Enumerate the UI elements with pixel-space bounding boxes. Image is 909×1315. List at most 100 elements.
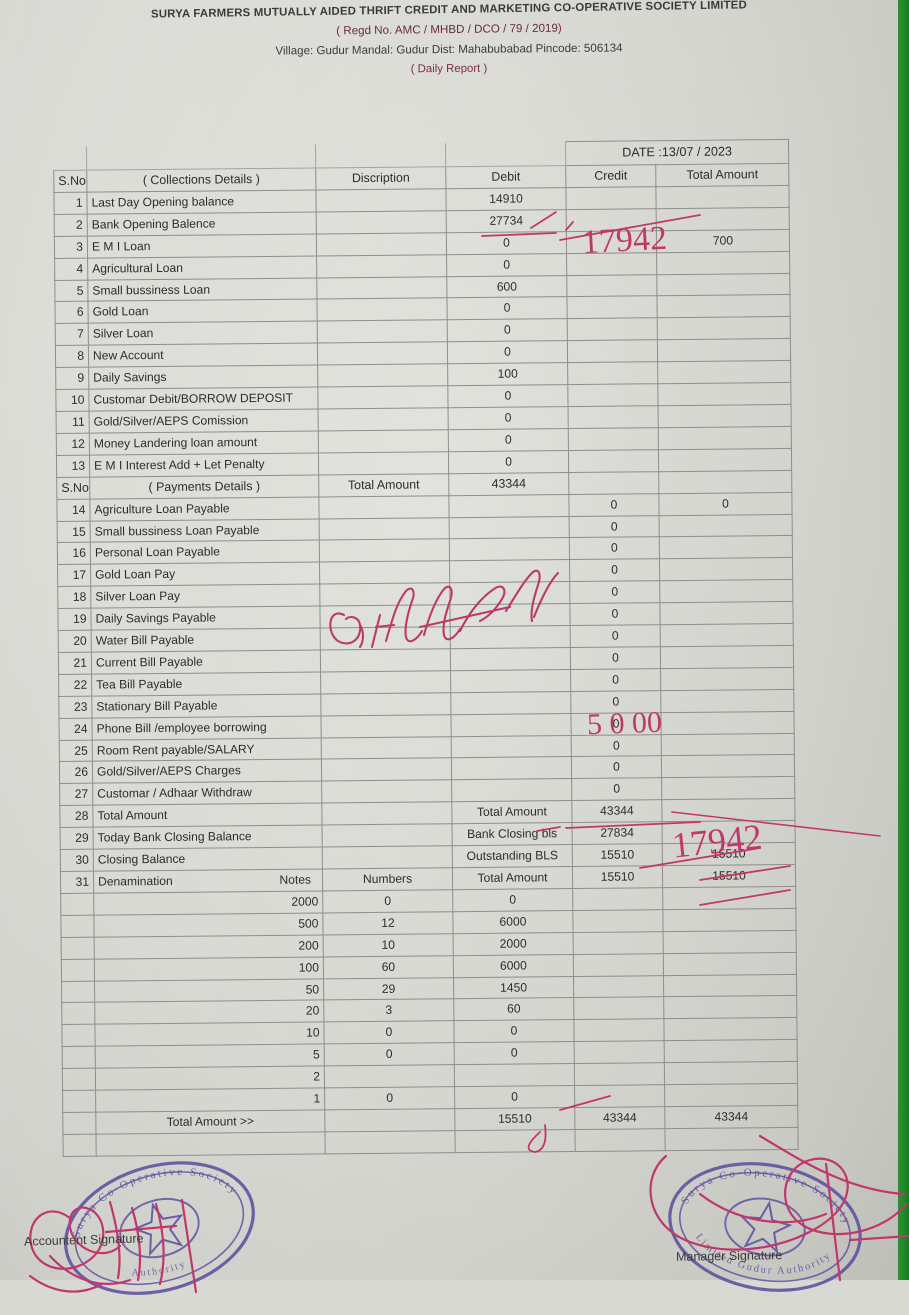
row-debit: 0 bbox=[447, 340, 568, 364]
row-total bbox=[657, 338, 791, 362]
row-sno: 9 bbox=[55, 367, 89, 390]
grand-total-amount: 15510 bbox=[454, 1107, 575, 1131]
grand-total-discription bbox=[324, 1108, 455, 1132]
row-label: Closing Balance bbox=[93, 847, 323, 872]
row-label: Daily Savings Payable bbox=[90, 606, 321, 631]
row-discription bbox=[316, 232, 447, 256]
closing-spacer-6 bbox=[664, 1127, 799, 1151]
denamination-row-spacer-sno bbox=[61, 1002, 95, 1025]
row-discription bbox=[320, 714, 452, 738]
denamination-sno: 31 bbox=[60, 871, 94, 894]
denamination-note-value: 50 bbox=[94, 978, 324, 1003]
row-label: Agriculture Loan Payable bbox=[89, 496, 320, 521]
row-debit bbox=[450, 691, 571, 715]
row-total bbox=[659, 557, 793, 581]
manager-signature-label: Manager Signature bbox=[675, 1248, 783, 1264]
denamination-note-value: 200 bbox=[94, 934, 324, 959]
row-credit bbox=[568, 427, 659, 451]
row-debit-label: Total Amount bbox=[451, 800, 573, 824]
row-discription bbox=[315, 188, 447, 212]
row-credit bbox=[568, 405, 659, 429]
denamination-note-count: 60 bbox=[323, 955, 454, 979]
row-credit: 0 bbox=[569, 515, 660, 538]
row-credit: 0 bbox=[571, 756, 662, 779]
row-discription bbox=[316, 210, 447, 234]
denamination-note-count: 12 bbox=[322, 911, 454, 935]
row-sno: 10 bbox=[55, 389, 90, 412]
row-discription bbox=[316, 276, 447, 300]
daily-report-table-wrap: DATE :13/07 / 2023 S.No ( Collections Deta… bbox=[53, 139, 799, 1157]
row-label: Gold Loan Pay bbox=[90, 562, 320, 587]
denamination-row-spacer-sno bbox=[60, 893, 94, 916]
payments-header-sno: S.No bbox=[56, 476, 90, 500]
denamination-label-cell: Denamination Notes bbox=[93, 868, 323, 894]
denamination-row-total bbox=[663, 995, 797, 1020]
row-label: E M I Loan bbox=[87, 233, 317, 258]
date-row-spacer-debit bbox=[445, 141, 566, 167]
row-credit bbox=[567, 318, 658, 341]
column-header-collections-details: ( Collections Details ) bbox=[86, 167, 316, 193]
denamination-note-count bbox=[324, 1064, 455, 1088]
denamination-row-spacer-sno bbox=[60, 914, 95, 938]
closing-spacer-2 bbox=[95, 1131, 326, 1156]
denamination-note-amount: 6000 bbox=[453, 954, 574, 978]
grand-total-label: Total Amount >> bbox=[95, 1109, 325, 1135]
row-discription bbox=[320, 626, 451, 650]
row-total bbox=[658, 448, 792, 472]
denamination-row-spacer-sno bbox=[61, 958, 95, 981]
column-header-discription: Discription bbox=[315, 166, 446, 190]
report-date: DATE :13/07 / 2023 bbox=[565, 139, 789, 166]
row-label: Gold/Silver/AEPS Comission bbox=[89, 408, 319, 434]
row-label: Customar Debit/BORROW DEPOSIT bbox=[88, 387, 319, 412]
denamination-note-amount: 60 bbox=[453, 997, 574, 1022]
row-credit bbox=[565, 186, 657, 210]
row-discription bbox=[318, 429, 449, 453]
denamination-row-credit bbox=[572, 887, 663, 911]
denamination-row-total bbox=[664, 1083, 798, 1107]
row-discription bbox=[321, 801, 453, 826]
denamination-label: Denamination bbox=[97, 873, 173, 889]
row-discription bbox=[319, 539, 450, 563]
row-debit: 14910 bbox=[445, 187, 567, 211]
denamination-row-total bbox=[663, 930, 797, 954]
column-header-total-amount: Total Amount bbox=[655, 163, 789, 187]
row-label: New Account bbox=[88, 343, 318, 368]
denamination-row-credit bbox=[573, 1019, 665, 1042]
denamination-note-value: 100 bbox=[94, 956, 324, 981]
row-discription bbox=[318, 451, 449, 475]
row-sno: 5 bbox=[54, 279, 88, 302]
row-discription bbox=[317, 341, 448, 366]
row-discription bbox=[318, 495, 450, 519]
denamination-row-spacer-sno bbox=[61, 980, 95, 1003]
row-label: Today Bank Closing Balance bbox=[93, 825, 323, 850]
row-credit: 0 bbox=[569, 559, 660, 582]
row-discription bbox=[316, 254, 447, 278]
row-total bbox=[660, 711, 795, 735]
row-discription bbox=[321, 758, 452, 782]
denamination-row-total bbox=[663, 973, 797, 998]
denamination-row-spacer-sno bbox=[62, 1090, 96, 1113]
row-total bbox=[657, 316, 791, 340]
row-credit bbox=[568, 449, 659, 473]
row-sno: 28 bbox=[59, 805, 94, 828]
closing-spacer-1 bbox=[62, 1134, 97, 1157]
denamination-note-amount: 0 bbox=[454, 1085, 575, 1109]
grand-total-spacer-sno bbox=[62, 1112, 96, 1135]
denamination-row-total bbox=[662, 886, 796, 910]
row-label: Tea Bill Payable bbox=[91, 671, 321, 696]
denamination-note-amount bbox=[454, 1063, 575, 1087]
row-debit: 0 bbox=[446, 297, 568, 321]
row-discription bbox=[319, 561, 450, 585]
row-discription bbox=[321, 780, 452, 804]
row-debit: 0 bbox=[446, 253, 567, 277]
closing-spacer-3 bbox=[324, 1130, 456, 1154]
row-sno: 21 bbox=[58, 652, 92, 675]
closing-spacer-4 bbox=[454, 1129, 576, 1153]
denamination-note-count: 0 bbox=[322, 889, 453, 913]
row-sno: 19 bbox=[57, 608, 92, 631]
row-debit bbox=[448, 494, 570, 518]
denamination-note-count: 0 bbox=[324, 1042, 455, 1067]
denamination-note-amount: 0 bbox=[453, 1019, 575, 1043]
denamination-note-value: 5 bbox=[95, 1044, 325, 1069]
row-debit bbox=[449, 516, 570, 540]
